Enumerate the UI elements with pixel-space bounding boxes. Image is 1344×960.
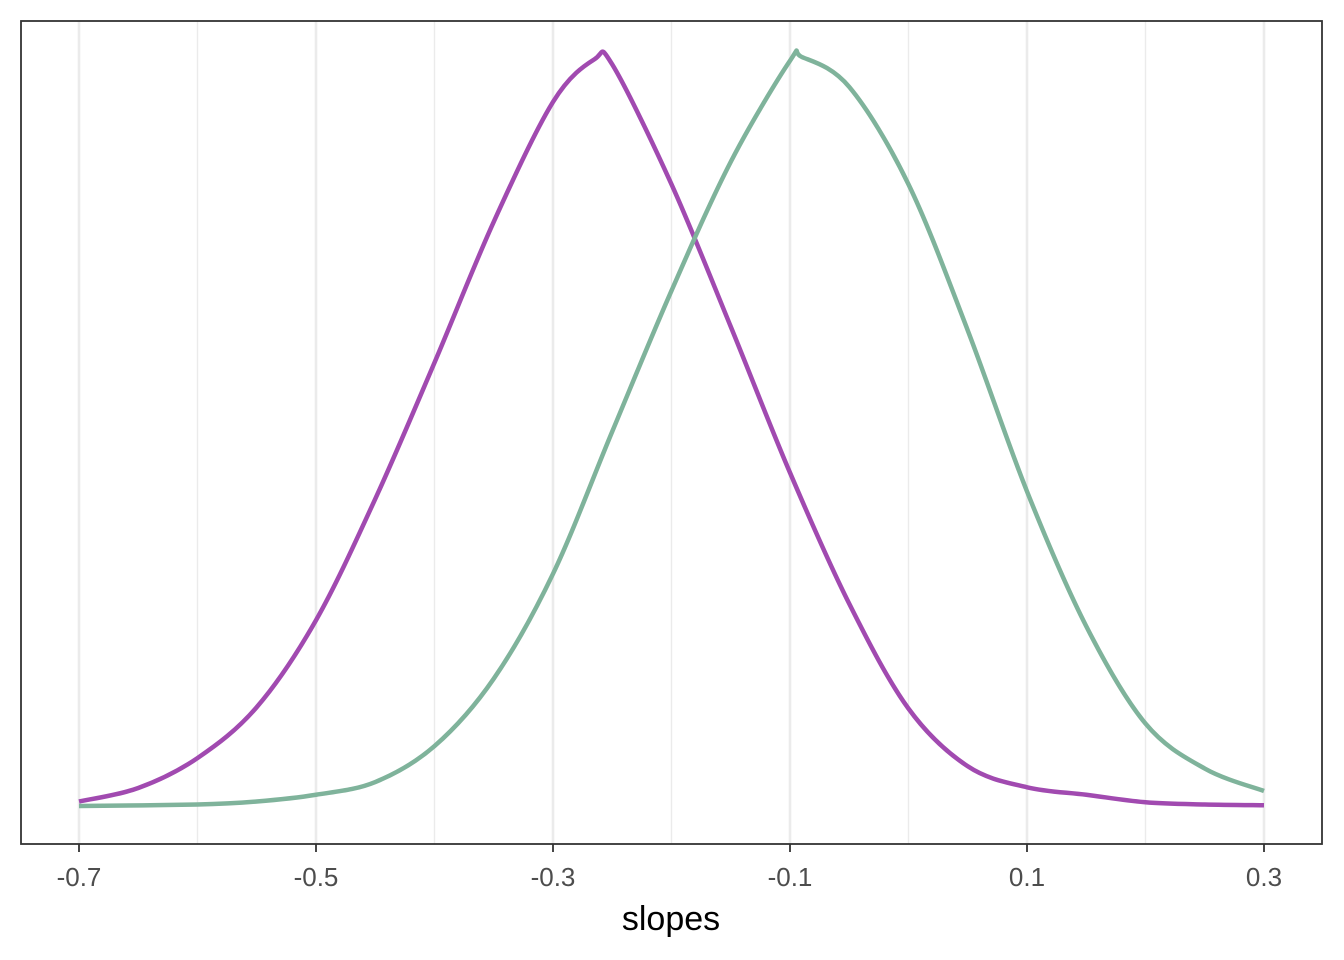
x-axis-title: slopes	[622, 900, 720, 938]
x-axis-ticks	[78, 844, 1265, 852]
x-tick-label-3: -0.1	[768, 862, 813, 892]
x-tick-label-2: -0.3	[531, 862, 576, 892]
x-axis-tick-labels: -0.7 -0.5 -0.3 -0.1 0.1 0.3	[57, 862, 1282, 892]
x-tick-label-1: -0.5	[294, 862, 339, 892]
x-tick-label-5: 0.3	[1246, 862, 1282, 892]
series-layer	[78, 48, 1265, 809]
x-tick-label-0: -0.7	[57, 862, 102, 892]
grid-lines	[77, 21, 1266, 844]
plot-border	[20, 20, 1323, 845]
density-curve-2	[78, 48, 1265, 809]
density-curve-1	[78, 49, 1265, 808]
x-tick-label-4: 0.1	[1009, 862, 1045, 892]
